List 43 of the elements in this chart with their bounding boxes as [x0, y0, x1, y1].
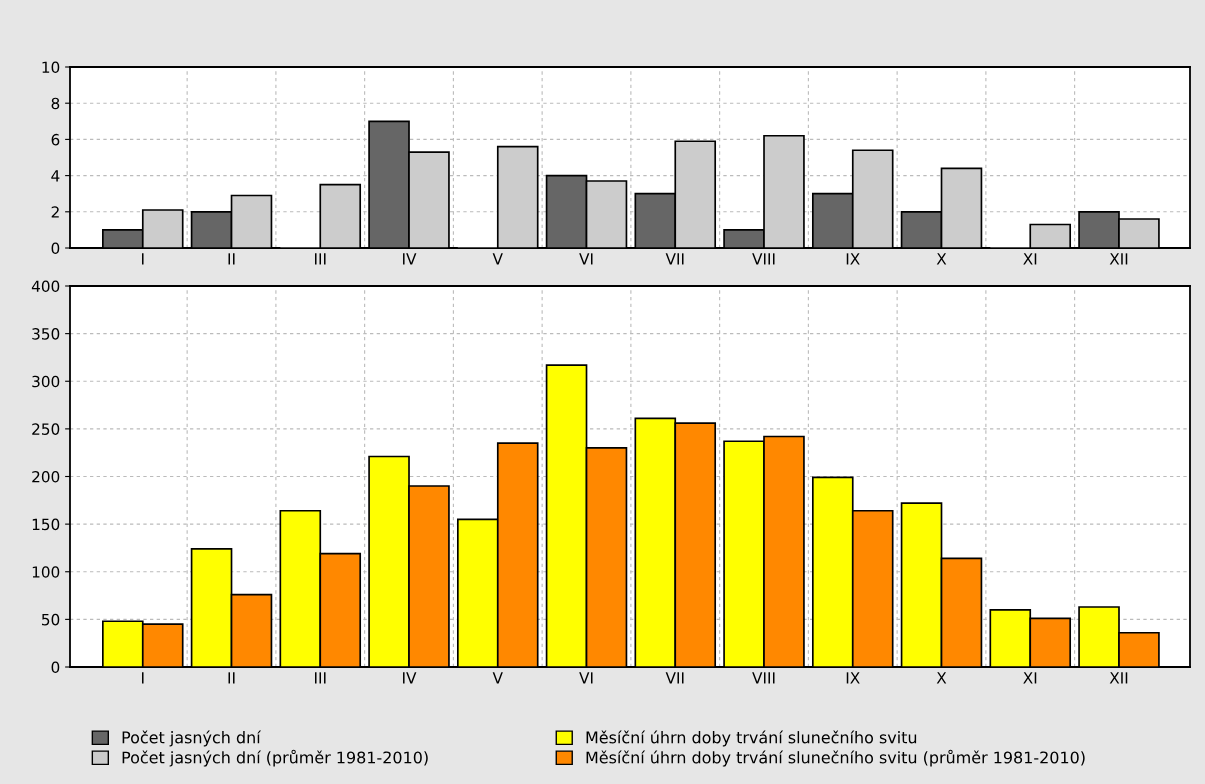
x-tick-label: IV [403, 253, 417, 265]
x-tick-label: VIII [752, 253, 775, 265]
x-tick-label: V [492, 672, 503, 684]
x-tick-label: XI [1023, 672, 1037, 684]
y-tick-label: 350 [32, 328, 60, 340]
x-tick-label: XI [1023, 253, 1037, 265]
y-tick-label: 0 [51, 242, 60, 255]
x-tick-label: X [936, 672, 947, 684]
x-tick-label: II [228, 672, 235, 684]
y-tick-label: 10 [42, 61, 60, 74]
y-tick-label: 8 [51, 97, 60, 110]
legend-label: Počet jasných dní [122, 730, 262, 747]
y-tick-label: 100 [32, 566, 60, 578]
x-tick-label: IX [846, 672, 860, 684]
x-tick-label: I [142, 672, 144, 684]
y-tick-label: 200 [32, 470, 60, 483]
x-tick-label: XII [1109, 672, 1128, 684]
x-tick-label: XII [1109, 253, 1128, 265]
x-tick-label: IX [846, 253, 860, 265]
x-tick-label: VII [665, 672, 684, 684]
x-tick-label: III [315, 253, 326, 265]
y-tick-label: 2 [51, 206, 59, 218]
legend-label: Počet jasných dní (průměr 1981-2010) [122, 749, 428, 767]
x-tick-label: V [492, 253, 503, 265]
x-tick-label: IV [403, 672, 417, 684]
x-tick-label: VI [579, 253, 593, 265]
x-tick-label: VIII [752, 672, 775, 684]
y-tick-label: 250 [32, 423, 60, 435]
x-tick-label: VII [665, 253, 684, 265]
y-tick-label: 50 [42, 613, 60, 626]
x-tick-label: I [142, 253, 144, 265]
x-tick-label: II [228, 253, 235, 265]
x-tick-label: X [936, 253, 947, 265]
legend-label: Měsíční úhrn doby trvání slunečního svitu (průměr 1981-2010) [586, 749, 1085, 767]
x-tick-label: VI [579, 672, 593, 684]
legend-label: Měsíční úhrn doby trvání slunečního svitu [586, 730, 917, 747]
y-tick-label: 0 [51, 661, 60, 674]
y-tick-label: 400 [31, 280, 60, 293]
x-tick-label: III [315, 672, 326, 684]
y-tick-label: 6 [51, 133, 60, 146]
y-tick-label: 150 [32, 518, 60, 531]
y-tick-label: 4 [51, 170, 60, 182]
y-tick-label: 300 [32, 375, 60, 388]
